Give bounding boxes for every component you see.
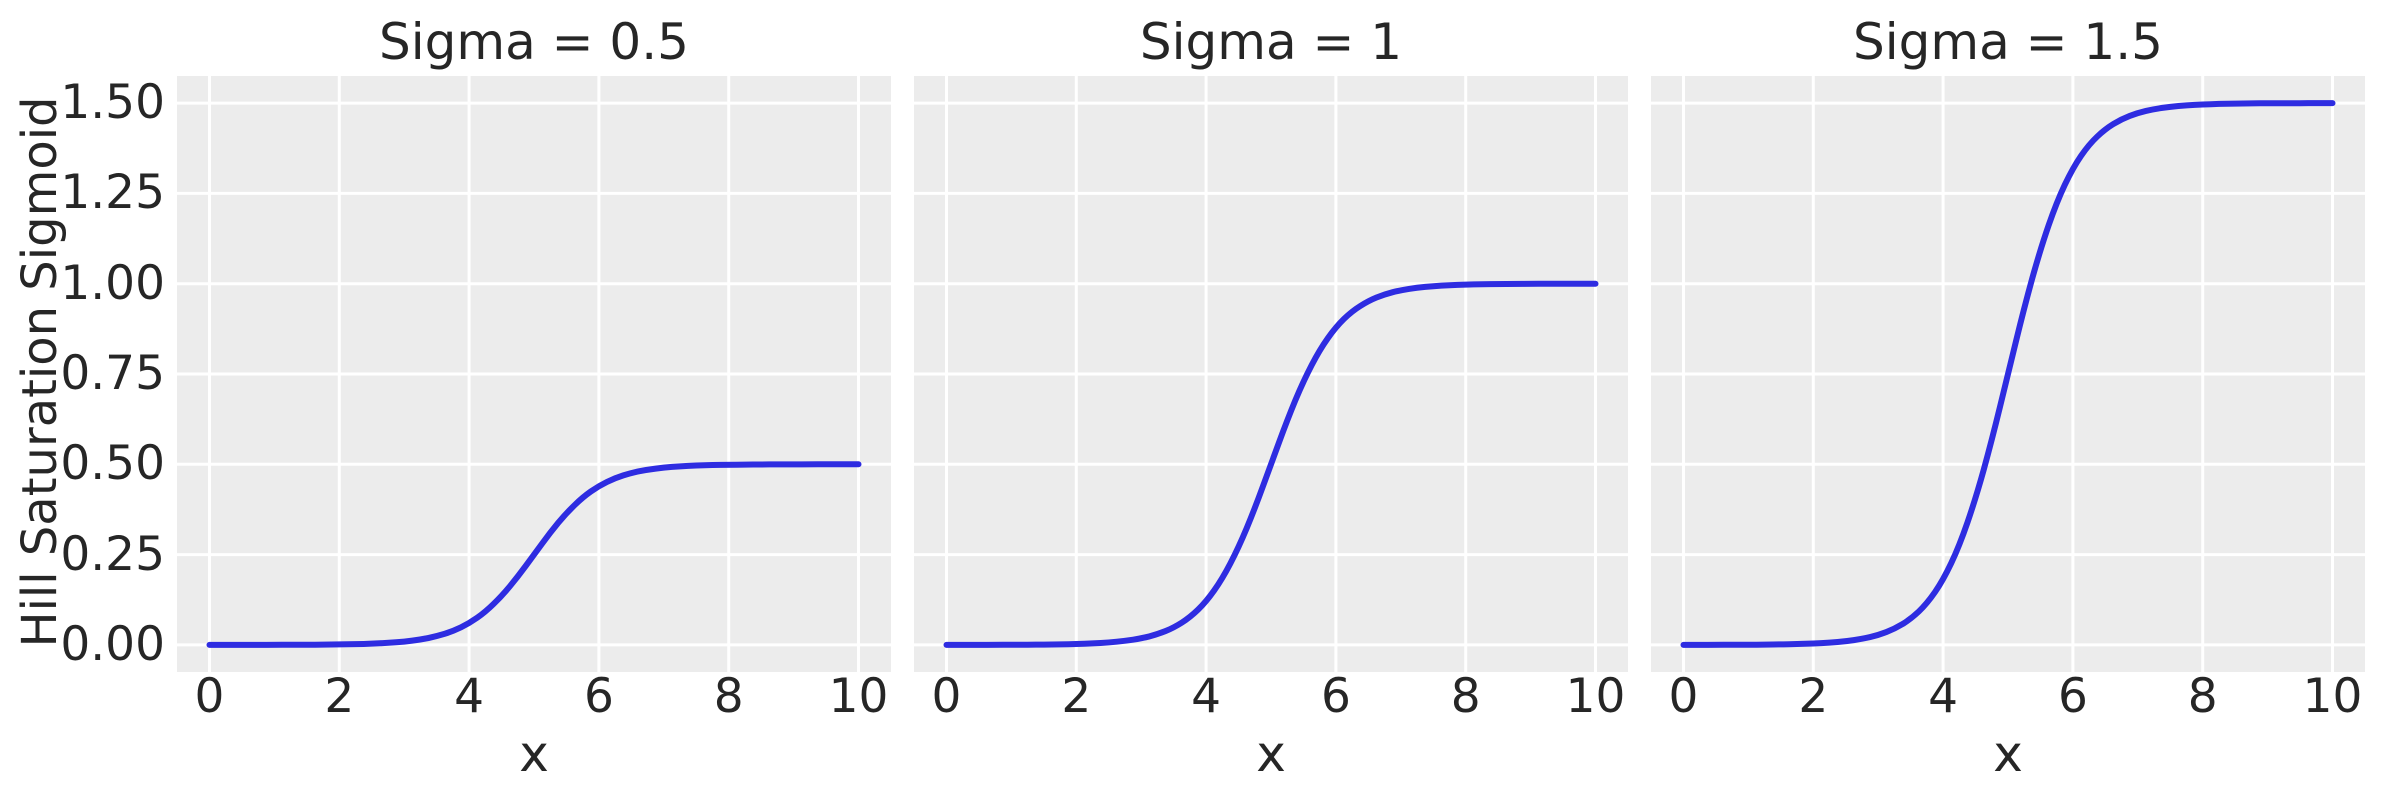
subplot-title: Sigma = 0.5 bbox=[379, 13, 689, 71]
x-tick-label: 4 bbox=[1928, 669, 1959, 724]
plot-area bbox=[1651, 76, 2365, 672]
y-tick-label: 0.75 bbox=[60, 346, 165, 401]
y-tick-label: 0.00 bbox=[60, 616, 165, 672]
x-tick-label: 2 bbox=[1061, 669, 1092, 724]
subplot-sigma-1: Sigma = 1 0 2 4 6 8 10 x bbox=[914, 0, 1628, 800]
y-tick-label: 1.25 bbox=[60, 165, 165, 221]
x-tick-label: 10 bbox=[1565, 669, 1626, 724]
x-tick-label: 6 bbox=[2057, 669, 2088, 724]
x-tick-label: 0 bbox=[1668, 669, 1699, 724]
x-tick-label: 2 bbox=[1798, 669, 1829, 724]
y-tick-labels: 0.00 0.25 0.50 0.75 1.00 1.25 1.50 bbox=[0, 0, 165, 800]
x-tick-label: 2 bbox=[324, 669, 355, 724]
sigmoid-curve bbox=[943, 280, 1599, 648]
y-tick-label: 1.50 bbox=[60, 75, 165, 131]
subplot-sigma-0-5: Sigma = 0.5 0 2 4 6 8 10 x bbox=[177, 0, 891, 800]
y-tick-label: 0.50 bbox=[60, 436, 165, 492]
x-axis-label: x bbox=[1256, 725, 1286, 783]
subplot-title: Sigma = 1 bbox=[1139, 13, 1403, 71]
x-tick-label: 4 bbox=[454, 669, 485, 724]
sigmoid-curve bbox=[1680, 100, 2336, 648]
x-tick-label: 6 bbox=[583, 669, 614, 724]
sigmoid-curve bbox=[206, 461, 862, 648]
x-tick-label: 6 bbox=[1320, 669, 1351, 724]
x-tick-label: 8 bbox=[1450, 669, 1481, 724]
y-tick-label: 0.25 bbox=[60, 526, 165, 582]
x-axis-label: x bbox=[1993, 725, 2023, 783]
plot-area bbox=[177, 76, 891, 672]
x-tick-label: 0 bbox=[931, 669, 962, 724]
plot-area bbox=[914, 76, 1628, 672]
x-tick-label: 10 bbox=[828, 669, 889, 724]
x-tick-label: 10 bbox=[2302, 669, 2363, 724]
x-tick-label: 8 bbox=[713, 669, 744, 724]
x-tick-label: 8 bbox=[2187, 669, 2218, 724]
subplot-sigma-1-5: Sigma = 1.5 0 2 4 6 8 10 x bbox=[1651, 0, 2365, 800]
x-tick-label: 4 bbox=[1191, 669, 1222, 724]
y-tick-label: 1.00 bbox=[60, 255, 165, 311]
x-axis-label: x bbox=[519, 725, 549, 783]
subplot-title: Sigma = 1.5 bbox=[1853, 13, 2163, 71]
x-tick-label: 0 bbox=[194, 669, 225, 724]
